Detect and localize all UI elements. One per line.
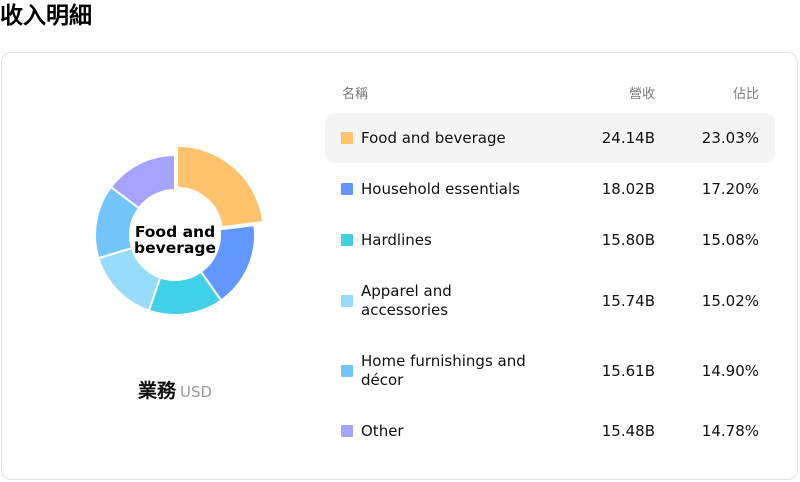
donut-center-label-line: Food and [134,223,216,241]
row-revenue: 15.80B [601,230,655,249]
segment-label: 業務 [137,380,176,402]
table-row[interactable]: Hardlines 15.80B 15.08% [325,215,775,265]
row-name: Other [361,422,561,441]
currency-label: USD [179,383,213,401]
page-title: 收入明細 [0,3,92,29]
row-name-line: Household essentials [361,179,520,198]
row-revenue: 15.74B [601,291,655,310]
legend-swatch [341,365,353,377]
row-share: 14.78% [701,421,759,440]
row-name: Apparel and accessories [361,282,561,320]
legend-swatch [341,295,353,307]
legend-swatch [341,425,353,437]
row-name-line: décor [361,371,404,389]
row-name: Hardlines [361,231,561,250]
row-name-line: accessories [361,301,449,319]
donut-center-label-line: beverage [134,239,216,257]
row-revenue: 18.02B [601,179,655,198]
row-revenue: 24.14B [601,128,655,147]
donut-center-label: Food and beverage [125,224,225,256]
column-header-name: 名稱 [342,87,369,102]
revenue-donut-chart[interactable] [85,145,265,325]
row-name-line: Other [361,421,404,440]
table-row[interactable]: Apparel and accessories 15.74B 15.02% [325,266,775,336]
row-share: 14.90% [701,361,759,380]
legend-swatch [341,234,353,246]
row-name-line: Food and beverage [361,128,506,147]
donut-slice[interactable] [109,153,176,210]
chart-subtitle: 業務 USD [0,376,350,403]
row-name-line: Home furnishings and [361,352,526,370]
legend-swatch [341,132,353,144]
row-name: Household essentials [361,180,561,199]
donut-slice[interactable] [97,246,162,312]
table-row[interactable]: Home furnishings and décor 15.61B 14.90% [325,336,775,406]
row-share: 15.02% [701,291,759,310]
row-share: 23.03% [701,128,759,147]
table-row[interactable]: Other 15.48B 14.78% [325,406,775,456]
row-name-line: Apparel and [361,282,452,300]
table-row[interactable]: Household essentials 18.02B 17.20% [325,164,775,214]
table-row[interactable]: Food and beverage 24.14B 23.03% [325,113,775,163]
row-name: Food and beverage [361,129,561,148]
column-header-revenue: 營收 [628,87,655,102]
row-revenue: 15.48B [601,421,655,440]
column-header-share: 佔比 [732,87,759,102]
donut-slice[interactable] [175,145,265,229]
row-share: 15.08% [701,230,759,249]
row-name: Home furnishings and décor [361,352,561,390]
row-name-line: Hardlines [361,230,432,249]
legend-swatch [341,183,353,195]
row-revenue: 15.61B [601,361,655,380]
row-share: 17.20% [701,179,759,198]
